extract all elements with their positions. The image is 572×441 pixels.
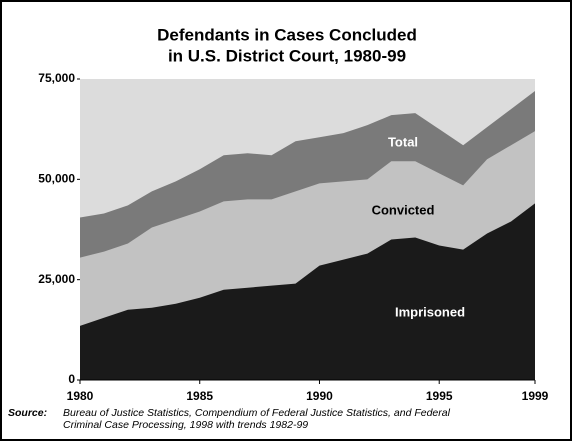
- x-tick-label: 1995: [426, 389, 453, 403]
- y-tick-label: 50,000: [38, 172, 75, 186]
- chart-title: in U.S. District Court, 1980-99: [168, 46, 406, 65]
- y-tick-label: 0: [68, 372, 75, 386]
- x-tick-label: 1990: [306, 389, 333, 403]
- series-label: Imprisoned: [395, 304, 465, 319]
- area: [80, 203, 535, 380]
- chart-title: Defendants in Cases Concluded: [157, 25, 417, 44]
- series-label: Total: [388, 134, 418, 149]
- source-text: Criminal Case Processing, 1998 with tren…: [63, 419, 308, 431]
- x-tick-label: 1980: [67, 389, 94, 403]
- series-label: Convicted: [372, 202, 435, 217]
- source-text: Bureau of Justice Statistics, Compendium…: [63, 407, 451, 419]
- x-tick-label: 1985: [186, 389, 213, 403]
- y-tick-label: 75,000: [38, 71, 75, 85]
- x-tick-label: 1999: [522, 389, 549, 403]
- y-tick-label: 25,000: [38, 272, 75, 286]
- source-label: Source:: [8, 407, 47, 419]
